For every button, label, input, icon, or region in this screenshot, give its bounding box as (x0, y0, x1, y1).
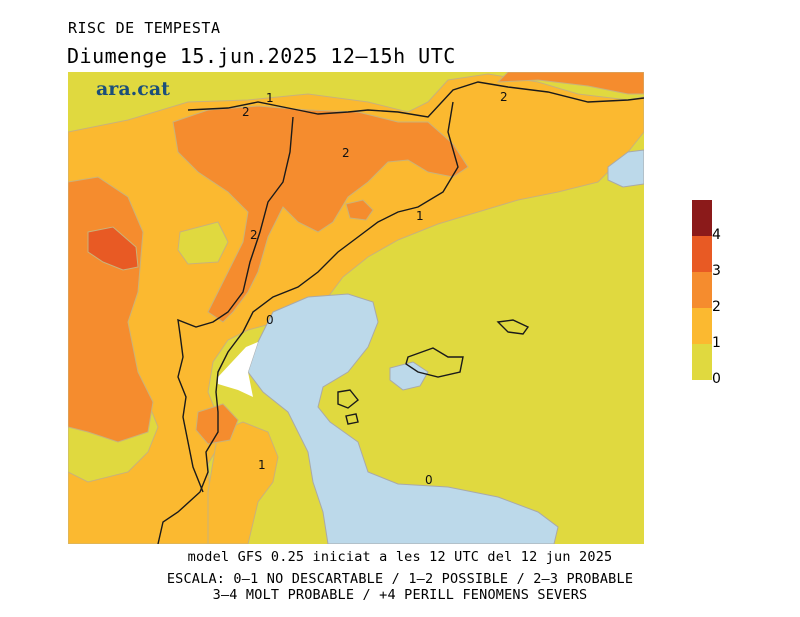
risk-zone-1-2-south (207, 421, 279, 544)
no-data-patch (218, 342, 258, 397)
legend-tick-4: 4 (712, 227, 721, 243)
legend-level-3-4 (692, 236, 712, 272)
legend-level-4-plus (692, 200, 712, 236)
map-subtitle-date: Diumenge 15.jun.2025 12–15h UTC (67, 44, 456, 68)
risk-legend: 0 1 2 3 4 (692, 200, 721, 387)
map-canvas: 1 2 2 2 2 0 1 1 0 (68, 72, 644, 544)
ara-cat-logo: ara.cat (96, 78, 170, 100)
legend-tick-0: 0 (712, 371, 721, 387)
contour-label: 2 (242, 105, 250, 119)
legend-tick-1: 1 (712, 335, 721, 351)
contour-label: 1 (416, 209, 424, 223)
contour-label: 2 (342, 146, 350, 160)
scale-legend-line-2: 3–4 MOLT PROBABLE / +4 PERILL FENOMENS S… (212, 587, 588, 603)
lake-area (389, 361, 429, 391)
map-title: RISC DE TEMPESTA (68, 19, 221, 37)
coastlines (157, 81, 644, 544)
legend-level-0-1 (692, 344, 712, 380)
sea-area-east (607, 149, 644, 188)
legend-level-2-3 (692, 272, 712, 308)
contour-label: 1 (266, 91, 274, 105)
contour-label: 2 (250, 228, 258, 242)
risk-zone-2-3-south (195, 403, 239, 445)
legend-tick-3: 3 (712, 263, 721, 279)
risk-zone-3-4 (87, 226, 139, 271)
legend-tick-2: 2 (712, 299, 721, 315)
contour-labels: 1 2 2 2 2 0 1 1 0 (242, 90, 508, 487)
contour-label: 0 (266, 313, 274, 327)
scale-legend-line-1: ESCALA: 0–1 NO DESCARTABLE / 1–2 POSSIBL… (166, 571, 634, 587)
risk-zone-2-3-north (172, 105, 469, 323)
contour-label: 1 (258, 458, 266, 472)
risk-zone-2-3-northeast (496, 72, 644, 95)
model-info-caption: model GFS 0.25 iniciat a les 12 UTC del … (187, 549, 613, 565)
contour-label: 2 (500, 90, 508, 104)
storm-risk-map: 1 2 2 2 2 0 1 1 0 ara.cat (68, 72, 644, 544)
contour-label: 0 (425, 473, 433, 487)
risk-zone-0-1-pocket (177, 221, 229, 265)
sea-area (247, 293, 559, 544)
risk-zone-2-3-patch (345, 199, 374, 221)
legend-level-1-2 (692, 308, 712, 344)
